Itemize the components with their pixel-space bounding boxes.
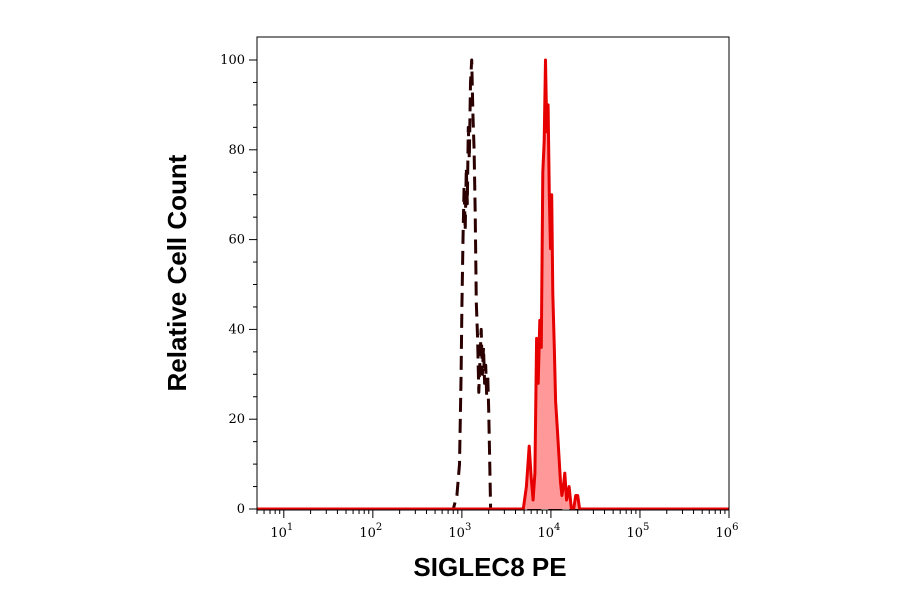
x-tick-label: 105 (626, 522, 649, 541)
y-axis-title: Relative Cell Count (162, 154, 192, 391)
y-tick-label: 60 (228, 233, 245, 248)
x-tick-label: 103 (448, 522, 471, 541)
histogram-line-1 (257, 58, 729, 511)
histogram-fill-2 (257, 60, 729, 509)
x-tick-label: 102 (359, 522, 382, 541)
histogram-line-2 (257, 58, 729, 511)
y-tick-label: 40 (228, 322, 245, 337)
x-tick-label: 101 (270, 522, 293, 541)
y-tick-label: 100 (220, 53, 245, 68)
x-axis: 101 102 103 104 105 106 (256, 510, 739, 541)
x-axis-title: SIGLEC8 PE (413, 552, 566, 582)
y-tick-label: 0 (237, 502, 245, 517)
x-tick-label: 106 (716, 522, 739, 541)
plot-frame (256, 36, 730, 511)
y-tick-label: 80 (228, 143, 245, 158)
x-tick-label: 104 (537, 522, 560, 541)
y-axis: 0 20 40 60 80 100 (220, 53, 257, 517)
y-tick-label: 20 (228, 412, 245, 427)
